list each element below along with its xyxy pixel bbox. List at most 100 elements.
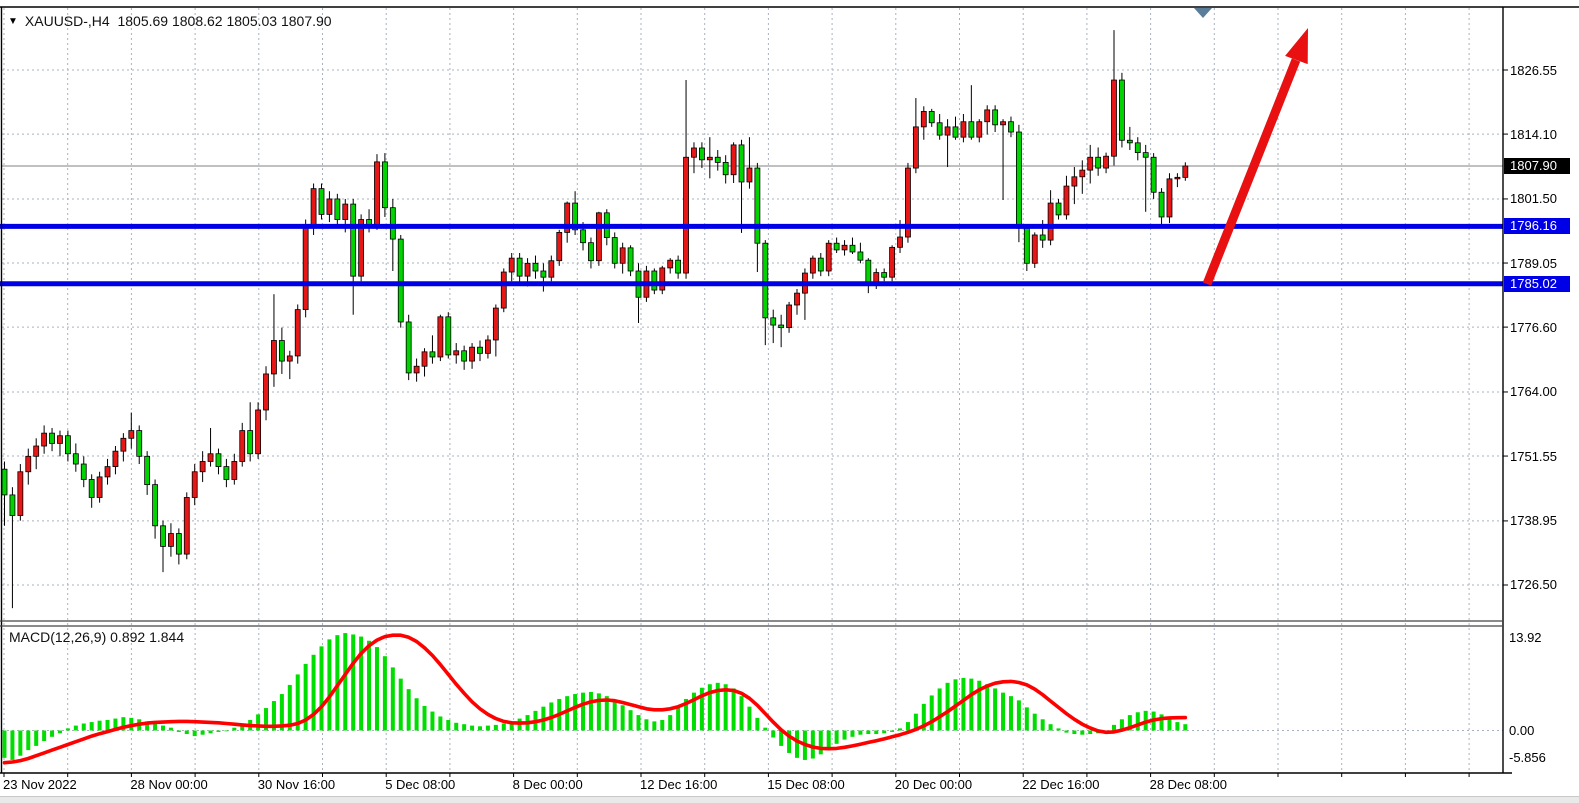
bull-candle[interactable] [508,257,515,273]
bear-candle[interactable] [334,198,341,220]
bear-candle[interactable] [540,270,547,278]
bull-candle[interactable] [239,430,246,462]
bull-candle[interactable] [659,267,666,291]
bull-candle[interactable] [1079,169,1086,178]
bull-candle[interactable] [1071,176,1078,187]
bear-candle[interactable] [928,111,935,124]
bear-candle[interactable] [397,238,404,323]
bull-candle[interactable] [374,161,380,226]
bear-candle[interactable] [1008,121,1014,133]
bull-candle[interactable] [920,111,927,128]
bear-candle[interactable] [1016,131,1022,229]
bull-candle[interactable] [619,247,626,264]
bear-candle[interactable] [1158,191,1165,218]
bear-candle[interactable] [714,156,721,163]
bear-candle[interactable] [80,463,87,480]
bear-candle[interactable] [1055,202,1062,216]
bear-candle[interactable] [88,479,95,498]
bull-candle[interactable] [207,453,214,462]
bear-candle[interactable] [175,533,182,555]
bull-candle[interactable] [794,292,800,306]
bear-candle[interactable] [477,346,483,354]
bull-candle[interactable] [524,262,531,277]
bull-candle[interactable] [112,450,119,468]
bull-candle[interactable] [564,202,571,233]
trend-arrow-shaft[interactable] [1202,58,1301,286]
bear-candle[interactable] [278,340,285,362]
bear-candle[interactable] [136,430,143,457]
bear-candle[interactable] [389,207,396,240]
bear-candle[interactable] [516,257,523,277]
bear-candle[interactable] [1095,156,1102,169]
bear-candle[interactable] [49,432,55,444]
bull-candle[interactable] [358,219,365,277]
bull-candle[interactable] [17,471,24,516]
bear-candle[interactable] [1142,152,1149,158]
bull-candle[interactable] [905,167,911,238]
bull-candle[interactable] [342,203,349,220]
bull-candle[interactable] [984,109,991,123]
bear-candle[interactable] [9,494,16,516]
bull-candle[interactable] [825,242,832,272]
bull-candle[interactable] [437,316,444,358]
bull-candle[interactable] [128,430,135,439]
bull-candle[interactable] [1103,155,1109,169]
bear-candle[interactable] [833,242,840,251]
bear-candle[interactable] [968,121,975,138]
bear-candle[interactable] [1,468,8,496]
bull-candle[interactable] [96,476,103,498]
bear-candle[interactable] [405,321,412,374]
bull-candle[interactable] [1174,176,1181,180]
bull-candle[interactable] [786,304,792,329]
bear-candle[interactable] [381,161,388,209]
bear-candle[interactable] [738,144,745,183]
bull-candle[interactable] [595,212,602,262]
bear-candle[interactable] [160,525,166,547]
bear-candle[interactable] [865,259,872,286]
symbol-header[interactable]: ▼ XAUUSD-,H4 1805.69 1808.62 1805.03 180… [8,13,332,29]
bull-candle[interactable] [1047,202,1054,241]
bear-candle[interactable] [572,202,578,231]
bull-candle[interactable] [1031,234,1038,264]
bear-candle[interactable] [992,109,999,126]
bear-candle[interactable] [429,351,436,358]
bull-candle[interactable] [453,350,460,356]
bull-candle[interactable] [1063,185,1070,216]
bull-candle[interactable] [1166,178,1173,218]
bull-candle[interactable] [1182,165,1189,178]
bull-candle[interactable] [897,236,903,248]
bear-candle[interactable] [223,466,230,480]
bull-candle[interactable] [706,156,713,161]
bear-candle[interactable] [762,242,769,319]
bull-candle[interactable] [889,246,895,278]
bear-candle[interactable] [247,430,254,455]
bear-candle[interactable] [857,251,864,261]
bear-candle[interactable] [1119,79,1125,141]
bear-candle[interactable] [532,262,539,272]
bull-candle[interactable] [231,461,238,480]
bull-candle[interactable] [326,198,333,215]
bear-candle[interactable] [1134,142,1141,154]
bull-candle[interactable] [191,471,198,498]
bull-candle[interactable] [691,147,697,158]
bull-candle[interactable] [683,156,689,274]
bear-candle[interactable] [675,259,682,274]
bull-candle[interactable] [944,126,951,136]
bull-candle[interactable] [556,232,563,262]
bear-candle[interactable] [778,324,785,329]
bull-candle[interactable] [286,355,293,362]
bull-candle[interactable] [310,188,317,228]
bear-candle[interactable] [461,350,468,362]
bull-candle[interactable] [168,533,174,547]
bull-candle[interactable] [302,226,309,311]
bear-candle[interactable] [699,147,705,161]
bull-candle[interactable] [485,339,491,354]
bear-candle[interactable] [651,270,658,291]
bull-candle[interactable] [912,126,919,169]
bull-candle[interactable] [809,257,816,274]
bull-candle[interactable] [976,121,983,138]
bear-candle[interactable] [318,188,325,215]
bear-candle[interactable] [580,229,586,244]
bull-candle[interactable] [183,497,190,555]
bull-candle[interactable] [25,455,32,473]
